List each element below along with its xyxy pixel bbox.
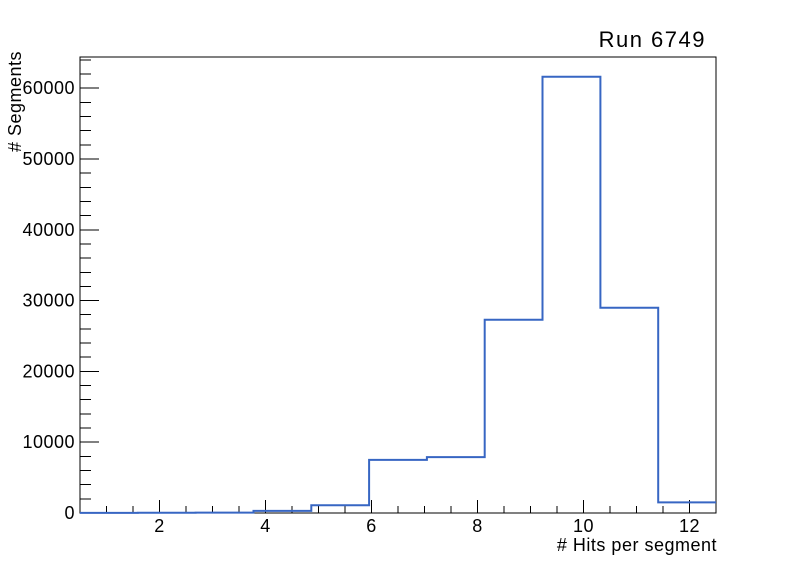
y-tick-label: 60000 bbox=[22, 78, 75, 98]
x-tick-label: 12 bbox=[679, 516, 700, 536]
y-axis-title: # Segments bbox=[5, 51, 25, 152]
chart-title: Run 6749 bbox=[599, 27, 706, 52]
y-tick-label: 0 bbox=[64, 503, 75, 523]
y-tick-label: 20000 bbox=[22, 361, 75, 381]
chart-generated-layer: 2 4 6 8 10 12 0 10000 20000 30000 40000 50000 60000 bbox=[22, 56, 717, 536]
y-tick-label: 40000 bbox=[22, 220, 75, 240]
x-axis-title: # Hits per segment bbox=[557, 535, 717, 555]
x-tick-label: 6 bbox=[366, 516, 377, 536]
y-tick-label: 30000 bbox=[22, 291, 75, 311]
y-tick-label: 50000 bbox=[22, 149, 75, 169]
x-tick-label: 10 bbox=[573, 516, 594, 536]
histogram-line bbox=[80, 75, 716, 514]
x-tick-label: 2 bbox=[154, 516, 165, 536]
y-tick-label: 10000 bbox=[22, 432, 75, 452]
x-tick-label: 4 bbox=[260, 516, 271, 536]
plot-frame bbox=[79, 56, 717, 514]
x-tick-label: 8 bbox=[472, 516, 483, 536]
